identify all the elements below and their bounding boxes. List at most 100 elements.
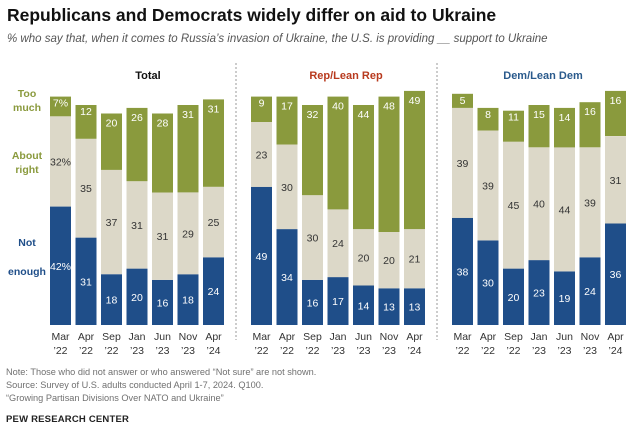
data-label-too-much: 49 bbox=[409, 95, 421, 107]
data-label-about-right: 30 bbox=[307, 233, 319, 245]
x-tick-month: Apr bbox=[406, 331, 423, 343]
data-label-too-much: 31 bbox=[182, 109, 194, 121]
bar-segment-too-much bbox=[404, 90, 425, 230]
bar-segment-not-enough bbox=[276, 229, 298, 325]
x-tick-year: ’24 bbox=[407, 345, 421, 357]
bar-segment-not-enough bbox=[126, 268, 148, 325]
bar-segment-about-right bbox=[177, 192, 199, 275]
x-tick-year: ’22 bbox=[79, 345, 93, 357]
data-label-about-right: 25 bbox=[208, 217, 220, 229]
legend-not-enough-line2: enough bbox=[8, 266, 46, 278]
data-label-not-enough: 24 bbox=[208, 286, 220, 298]
x-tick-month: Apr bbox=[607, 331, 624, 343]
bar-segment-not-enough bbox=[503, 268, 524, 325]
bar-segment-too-much bbox=[327, 96, 349, 210]
data-label-too-much: 28 bbox=[157, 118, 169, 130]
data-label-about-right: 29 bbox=[182, 228, 194, 240]
data-label-not-enough: 17 bbox=[332, 296, 344, 308]
data-label-too-much: 14 bbox=[559, 112, 571, 124]
data-label-not-enough: 24 bbox=[584, 286, 596, 298]
x-tick-year: ’23 bbox=[331, 345, 345, 357]
data-label-not-enough: 23 bbox=[533, 288, 545, 300]
legend-about-right-line2: right bbox=[15, 164, 39, 176]
x-tick-month: Jan bbox=[330, 331, 347, 343]
bar-segment-not-enough bbox=[477, 240, 499, 325]
panel-title-3: Dem/Lean Dem bbox=[503, 70, 583, 82]
brand-logo-text: PEW RESEARCH CENTER bbox=[6, 414, 130, 425]
x-tick-month: Jan bbox=[531, 331, 548, 343]
bar-segment-not-enough bbox=[605, 223, 626, 325]
stacked-bar-chart: Too much About right Not enough Total 42% 32% 7% M… bbox=[8, 63, 626, 357]
bar-segment-too-much bbox=[152, 113, 173, 193]
panel-title-2: Rep/Lean Rep bbox=[309, 70, 383, 82]
bar-segment-not-enough bbox=[251, 186, 272, 325]
bar-segment-too-much bbox=[126, 107, 148, 182]
x-tick-year: ’22 bbox=[280, 345, 294, 357]
bar-segment-not-enough bbox=[177, 274, 199, 325]
data-label-not-enough: 18 bbox=[106, 295, 118, 307]
data-label-about-right: 45 bbox=[508, 200, 520, 212]
bar-segment-about-right bbox=[404, 229, 425, 289]
x-tick-month: Apr bbox=[78, 331, 95, 343]
data-label-about-right: 37 bbox=[106, 217, 118, 229]
data-label-about-right: 35 bbox=[80, 183, 92, 195]
data-label-too-much: 8 bbox=[485, 109, 491, 121]
x-tick-year: ’23 bbox=[557, 345, 571, 357]
bar-segment-not-enough bbox=[579, 257, 601, 325]
bar-segment-too-much bbox=[378, 96, 400, 232]
x-tick-year: ’23 bbox=[155, 345, 169, 357]
data-label-not-enough: 49 bbox=[256, 251, 268, 263]
data-label-too-much: 9 bbox=[259, 98, 265, 110]
data-label-about-right: 39 bbox=[482, 180, 494, 192]
bar-segment-about-right bbox=[503, 141, 524, 269]
data-label-not-enough: 20 bbox=[508, 292, 520, 304]
data-label-about-right: 23 bbox=[256, 149, 268, 161]
bar-segment-about-right bbox=[327, 209, 349, 278]
bar-segment-too-much bbox=[203, 99, 224, 187]
legend-too-much-line2: much bbox=[13, 102, 41, 114]
data-label-not-enough: 34 bbox=[281, 272, 293, 284]
x-tick-month: Apr bbox=[205, 331, 222, 343]
data-label-too-much: 44 bbox=[358, 109, 370, 121]
bar-segment-too-much bbox=[251, 96, 272, 122]
x-tick-month: Apr bbox=[480, 331, 497, 343]
data-label-about-right: 21 bbox=[409, 254, 421, 266]
bar-segment-too-much bbox=[528, 105, 550, 148]
bar-segment-not-enough bbox=[404, 288, 425, 325]
bar-segment-too-much bbox=[302, 105, 323, 196]
data-label-not-enough: 13 bbox=[409, 302, 421, 314]
x-tick-year: ’23 bbox=[356, 345, 370, 357]
bar-segment-about-right bbox=[126, 181, 148, 269]
x-tick-year: ’23 bbox=[382, 345, 396, 357]
x-tick-year: ’23 bbox=[583, 345, 597, 357]
x-tick-month: Nov bbox=[179, 331, 198, 343]
bar-segment-about-right bbox=[50, 116, 71, 207]
data-label-not-enough: 16 bbox=[157, 297, 169, 309]
data-label-not-enough: 42% bbox=[50, 261, 71, 273]
bar-segment-too-much bbox=[503, 110, 524, 142]
footnote-report: “Growing Partisan Divisions Over NATO an… bbox=[6, 393, 224, 403]
bar-segment-not-enough bbox=[203, 257, 224, 325]
panel-title-1: Total bbox=[135, 70, 160, 82]
x-tick-year: ’22 bbox=[104, 345, 118, 357]
x-tick-month: Mar bbox=[252, 331, 271, 343]
bar-segment-about-right bbox=[75, 138, 97, 238]
data-label-too-much: 7% bbox=[53, 98, 68, 110]
bar-segment-not-enough bbox=[152, 279, 173, 325]
data-label-about-right: 20 bbox=[358, 252, 370, 264]
data-label-not-enough: 16 bbox=[307, 297, 319, 309]
x-tick-month: Jun bbox=[355, 331, 372, 343]
bar-segment-too-much bbox=[477, 107, 499, 131]
data-label-about-right: 44 bbox=[559, 204, 571, 216]
data-label-about-right: 31 bbox=[157, 231, 169, 243]
bar-segment-not-enough bbox=[75, 237, 97, 325]
bar-segment-not-enough bbox=[353, 285, 374, 325]
bar-segment-too-much bbox=[452, 93, 473, 108]
bar-segment-not-enough bbox=[302, 279, 323, 325]
bar-segment-too-much bbox=[177, 105, 199, 193]
data-label-not-enough: 38 bbox=[457, 266, 469, 278]
bar-segment-about-right bbox=[452, 107, 473, 218]
data-label-not-enough: 36 bbox=[610, 269, 622, 281]
x-tick-year: ’22 bbox=[455, 345, 469, 357]
data-label-not-enough: 14 bbox=[358, 300, 370, 312]
